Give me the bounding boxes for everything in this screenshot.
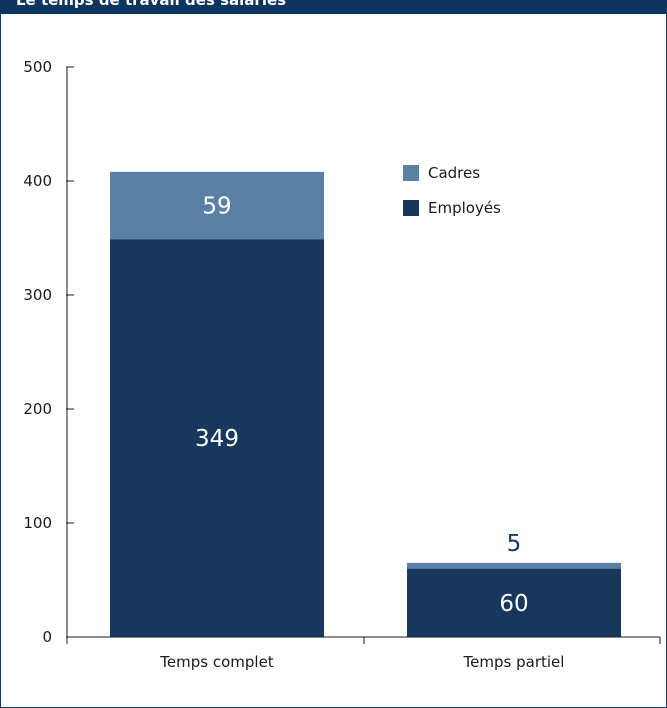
x-category-label-0: Temps complet [159, 653, 274, 671]
legend-swatch-employes [403, 200, 419, 216]
legend-label-cadres: Cadres [428, 164, 480, 182]
bar-cadres-1 [407, 562, 621, 569]
x-category-label-1: Temps partiel [463, 653, 565, 671]
legend-swatch-cadres [403, 165, 419, 181]
y-tick-label-300: 300 [23, 286, 52, 304]
y-tick-label-400: 400 [23, 172, 52, 190]
chart-header: Le temps de travail des salariés [0, 0, 667, 14]
data-label-cadres-0: 59 [202, 194, 231, 220]
y-tick-label-100: 100 [23, 514, 52, 532]
chart-title: Le temps de travail des salariés [16, 0, 287, 9]
y-tick-label-200: 200 [23, 400, 52, 418]
data-label-employes-1: 60 [499, 591, 528, 617]
data-label-cadres-1: 5 [507, 531, 522, 557]
bar-employes-1 [407, 568, 621, 637]
y-tick-label-0: 0 [42, 628, 52, 646]
bar-cadres-0 [110, 171, 324, 240]
data-label-employes-0: 349 [195, 426, 239, 452]
y-tick-label-500: 500 [23, 58, 52, 76]
legend-label-employes: Employés [428, 199, 501, 217]
bar-employes-0 [110, 239, 324, 637]
